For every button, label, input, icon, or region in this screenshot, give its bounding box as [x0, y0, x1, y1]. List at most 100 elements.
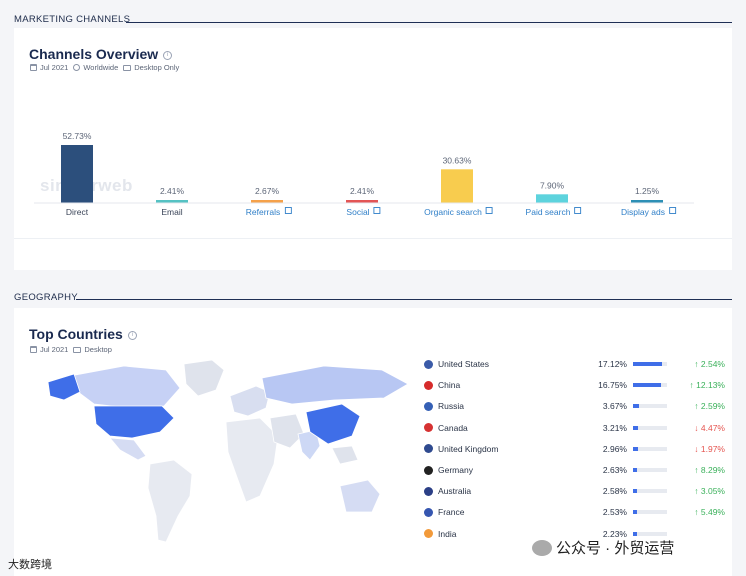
map-region-middle-east	[269, 413, 305, 449]
brand-watermark-left: 大数跨境	[8, 559, 52, 571]
map-region-south-america	[147, 459, 193, 543]
change-indicator: ↓ 4.47%	[694, 422, 725, 433]
world-map[interactable]	[34, 356, 414, 546]
external-link-icon[interactable]	[284, 207, 292, 214]
share-bar	[633, 531, 667, 536]
bar-email[interactable]	[156, 200, 188, 203]
country-row[interactable]: India 2.23%	[424, 527, 729, 541]
flag-icon	[424, 465, 433, 475]
channels-overview-card: Channels Overview i Jul 2021 Worldwide De…	[14, 28, 732, 270]
change-indicator: ↑ 2.59%	[694, 401, 725, 412]
category-label[interactable]: Social	[346, 207, 369, 217]
category-label[interactable]: Display ads	[621, 207, 665, 217]
share-bar	[633, 446, 667, 451]
date-label[interactable]: Jul 2021	[40, 345, 69, 354]
bar-value-label: 2.41%	[350, 186, 375, 196]
share-bar-fill	[633, 446, 639, 451]
bar-direct[interactable]	[61, 145, 93, 203]
category-label: Direct	[66, 207, 89, 217]
category-label[interactable]: Paid search	[526, 207, 571, 217]
bar-value-label: 2.67%	[255, 186, 280, 196]
desktop-icon	[73, 346, 82, 353]
category-label[interactable]: Referrals	[246, 207, 280, 217]
share-bar-fill	[633, 383, 662, 388]
bar-value-label: 7.90%	[540, 180, 565, 190]
country-row[interactable]: Canada 3.21% ↓ 4.47%	[424, 421, 729, 435]
map-region-australia	[339, 479, 381, 513]
external-link-icon[interactable]	[574, 207, 582, 214]
brand-watermark-right: 公众号 · 外贸运营	[532, 537, 674, 558]
geography-header: GEOGRAPHY	[14, 290, 78, 304]
external-link-icon[interactable]	[669, 207, 677, 214]
region-label[interactable]: Worldwide	[83, 63, 119, 72]
change-indicator: ↓ 1.97%	[694, 443, 725, 454]
device-label[interactable]: Desktop Only	[134, 63, 180, 72]
section-title: MARKETING CHANNELS	[14, 13, 131, 25]
country-name[interactable]: India	[438, 528, 457, 539]
card-meta: Jul 2021 Worldwide Desktop Only	[30, 63, 179, 72]
change-indicator: ↑ 5.49%	[694, 507, 725, 518]
country-row[interactable]: Germany 2.63% ↑ 8.29%	[424, 463, 729, 477]
share-bar	[633, 510, 667, 515]
country-share: 17.12%	[598, 359, 627, 369]
country-share: 2.23%	[602, 528, 627, 539]
map-region-canada	[69, 365, 181, 409]
country-row[interactable]: United States 17.12% ↑ 2.54%	[424, 357, 729, 371]
change-indicator: ↑ 2.54%	[694, 359, 725, 369]
map-region-europe	[229, 385, 271, 417]
flag-icon	[424, 401, 433, 411]
date-label[interactable]: Jul 2021	[40, 63, 69, 72]
info-icon[interactable]: i	[127, 330, 137, 340]
country-name[interactable]: Germany	[438, 465, 473, 475]
marketing-channels-header: MARKETING CHANNELS	[14, 12, 130, 26]
external-link-icon[interactable]	[373, 207, 381, 214]
section-divider	[126, 22, 732, 23]
card-divider	[14, 238, 732, 239]
change-indicator: ↑ 3.05%	[694, 486, 725, 497]
channels-bar-chart: 52.73% Direct 2.41% Email 2.67% Referrals 2.41…	[34, 131, 694, 217]
desktop-icon	[123, 64, 132, 71]
bar-referrals[interactable]	[251, 200, 283, 203]
country-name[interactable]: Russia	[438, 401, 464, 412]
country-name[interactable]: Canada	[438, 422, 468, 433]
map-region-greenland	[183, 359, 225, 397]
bar-social[interactable]	[346, 200, 378, 203]
share-bar-fill	[633, 510, 638, 515]
country-name[interactable]: United Kingdom	[438, 443, 499, 454]
top-countries-card: Top Countries i Jul 2021 Desktop	[14, 308, 732, 576]
map-region-china	[305, 403, 361, 445]
category-label: Email	[161, 207, 182, 217]
country-name[interactable]: Australia	[438, 486, 472, 497]
share-bar-fill	[633, 425, 639, 430]
brand-text: 公众号 · 外贸运营	[556, 540, 675, 557]
info-icon[interactable]: i	[163, 50, 173, 60]
change-indicator: ↑ 8.29%	[694, 465, 725, 475]
country-name[interactable]: China	[438, 380, 461, 391]
bar-value-label: 52.73%	[63, 131, 92, 141]
country-share: 2.63%	[602, 465, 627, 475]
country-row[interactable]: United Kingdom 2.96% ↓ 1.97%	[424, 442, 729, 456]
device-label[interactable]: Desktop	[84, 345, 112, 354]
external-link-icon[interactable]	[485, 207, 493, 214]
country-row[interactable]: Russia 3.67% ↑ 2.59%	[424, 399, 729, 413]
bar-organic-search[interactable]	[441, 169, 473, 203]
globe-icon	[73, 64, 81, 71]
card-title: Top Countries i	[29, 326, 137, 342]
map-region-africa	[225, 417, 279, 503]
change-indicator: ↑ 12.13%	[689, 380, 725, 391]
flag-icon	[424, 423, 433, 433]
country-row[interactable]: Australia 2.58% ↑ 3.05%	[424, 484, 729, 498]
category-label[interactable]: Organic search	[424, 207, 482, 217]
share-bar-fill	[633, 404, 640, 409]
bar-paid-search[interactable]	[536, 194, 568, 203]
share-bar	[633, 404, 667, 409]
country-name[interactable]: France	[438, 507, 465, 518]
share-bar-fill	[633, 362, 663, 366]
calendar-icon	[30, 64, 37, 71]
bar-display-ads[interactable]	[631, 200, 663, 203]
country-row[interactable]: France 2.53% ↑ 5.49%	[424, 505, 729, 519]
bar-value-label: 2.41%	[160, 186, 185, 196]
country-name[interactable]: United States	[438, 359, 490, 369]
country-row[interactable]: China 16.75% ↑ 12.13%	[424, 378, 729, 392]
card-title: Channels Overview i	[29, 46, 173, 62]
